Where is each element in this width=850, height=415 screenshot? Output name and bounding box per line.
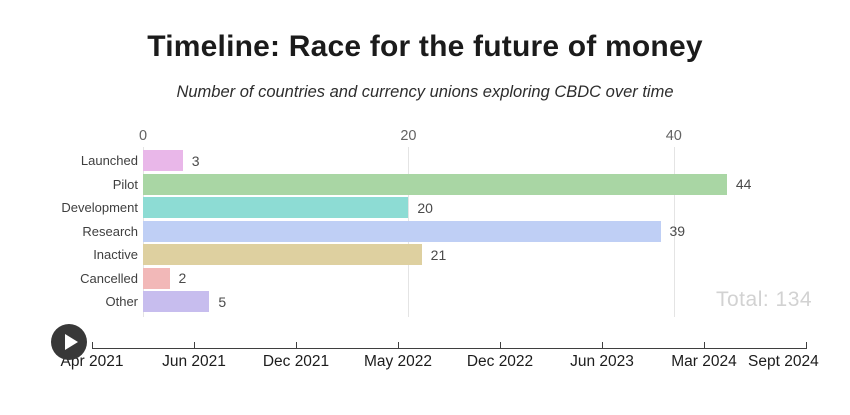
timeline-track[interactable]	[92, 348, 807, 349]
x-axis-tick-label: 40	[665, 128, 682, 144]
bar-row: Inactive 21	[0, 244, 850, 265]
timeline-tick-label: Dec 2022	[466, 353, 534, 370]
bar-row: Other 5	[0, 291, 850, 312]
timeline-tick-label: Sept 2024	[748, 353, 819, 370]
bar-row: Development 20	[0, 197, 850, 218]
value-label: 3	[191, 152, 200, 169]
bar-row: Launched 3	[0, 150, 850, 171]
x-axis-tick-label: 20	[400, 128, 417, 144]
value-label: 21	[430, 246, 447, 263]
timeline-tick-label: Jun 2021	[162, 353, 226, 370]
play-button[interactable]	[51, 324, 87, 360]
timeline-tick-label: Dec 2021	[262, 353, 330, 370]
value-label: 39	[669, 223, 686, 239]
category-label: Inactive	[93, 247, 138, 262]
timeline-tick-label: Mar 2024	[671, 353, 737, 370]
timeline-tick	[500, 342, 501, 348]
timeline-tick	[602, 342, 603, 348]
category-label: Cancelled	[80, 270, 138, 286]
value-label: 20	[417, 199, 433, 216]
play-icon	[64, 334, 78, 350]
category-label: Research	[82, 223, 138, 239]
bar[interactable]	[143, 291, 210, 312]
bar-row: Cancelled 2	[0, 267, 850, 289]
category-label: Other	[105, 294, 138, 309]
bar[interactable]	[143, 267, 170, 289]
bar[interactable]	[143, 173, 727, 195]
category-label: Pilot	[112, 176, 138, 192]
category-label: Launched	[80, 153, 138, 168]
timeline-tick	[398, 342, 399, 348]
value-label: 2	[178, 270, 187, 286]
timeline-tick	[296, 342, 297, 348]
bar-row: Research 39	[0, 220, 850, 242]
bar[interactable]	[143, 220, 661, 242]
bar[interactable]	[143, 197, 409, 218]
bar[interactable]	[143, 244, 422, 265]
timeline-tick	[92, 342, 93, 348]
category-label: Development	[61, 200, 138, 215]
bar-row: Pilot 44	[0, 173, 850, 195]
gridline	[673, 147, 675, 317]
timeline-tick	[806, 342, 807, 348]
timeline-tick-label: Jun 2023	[570, 353, 634, 370]
x-axis-tick-label: 0	[138, 128, 148, 144]
value-label: 5	[218, 293, 227, 310]
value-label: 44	[735, 176, 752, 192]
timeline-tick-label: May 2022	[363, 353, 433, 370]
timeline-tick	[194, 342, 195, 348]
chart-title: Timeline: Race for the future of money	[147, 30, 703, 63]
total-label: Total: 134	[716, 288, 813, 311]
bar[interactable]	[143, 150, 183, 171]
timeline-tick	[704, 342, 705, 348]
chart-subtitle: Number of countries and currency unions …	[176, 83, 674, 101]
